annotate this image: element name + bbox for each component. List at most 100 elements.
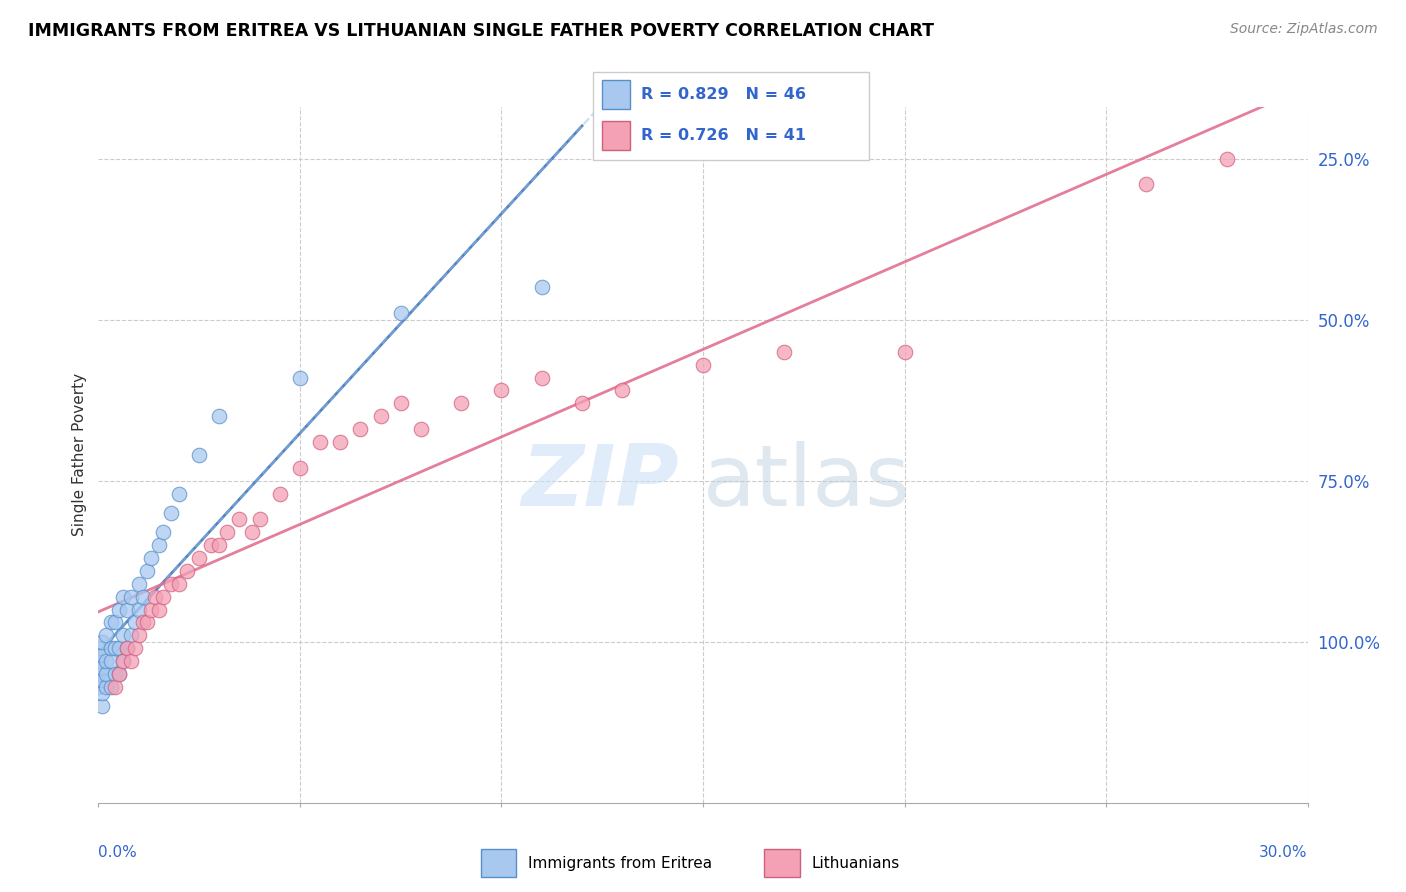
FancyBboxPatch shape [602,80,630,109]
Point [491,384,513,398]
Point [87,654,110,668]
Point [87,680,110,694]
Point [103,667,125,681]
Point [139,602,162,616]
Point [115,641,138,656]
Point [288,460,311,475]
Point [217,525,239,540]
Point [288,370,311,384]
Point [143,590,166,604]
Point [111,628,134,642]
FancyBboxPatch shape [602,121,630,150]
Point [91,699,114,714]
Point [100,615,122,630]
Point [249,512,271,526]
Point [115,641,138,656]
Point [692,358,714,372]
Point [128,628,150,642]
Point [208,538,231,552]
Point [120,654,142,668]
Point [132,590,155,604]
Point [530,280,553,294]
Point [389,396,412,410]
Point [135,564,157,578]
Point [124,615,146,630]
Point [107,641,129,656]
Point [111,654,134,668]
Point [167,576,190,591]
Point [96,667,118,681]
Text: ZIP: ZIP [522,442,679,524]
Text: Source: ZipAtlas.com: Source: ZipAtlas.com [1230,22,1378,37]
Point [160,506,183,520]
Point [135,615,157,630]
Point [152,590,174,604]
Point [107,667,129,681]
Point [87,667,110,681]
Point [176,564,198,578]
Point [571,396,593,410]
Point [107,602,129,616]
Point [1216,152,1239,166]
Text: IMMIGRANTS FROM ERITREA VS LITHUANIAN SINGLE FATHER POVERTY CORRELATION CHART: IMMIGRANTS FROM ERITREA VS LITHUANIAN SI… [28,22,934,40]
Point [103,641,125,656]
Point [148,538,170,552]
Point [91,648,114,662]
Point [329,435,352,450]
Point [409,422,432,436]
Y-axis label: Single Father Poverty: Single Father Poverty [72,374,87,536]
Point [111,654,134,668]
Point [309,435,332,450]
Point [91,673,114,688]
Point [91,686,114,700]
Point [152,525,174,540]
FancyBboxPatch shape [593,72,869,160]
Point [772,344,794,359]
Point [100,680,122,694]
Point [103,680,125,694]
Point [200,538,222,552]
Point [240,525,263,540]
Text: R = 0.726   N = 41: R = 0.726 N = 41 [641,128,806,143]
Point [370,409,392,424]
Point [91,634,114,648]
Point [1135,178,1157,192]
Point [167,486,190,500]
Point [120,628,142,642]
Point [128,602,150,616]
Text: 30.0%: 30.0% [1260,845,1308,860]
Point [208,409,231,424]
Point [120,590,142,604]
Point [107,667,129,681]
Point [188,448,211,462]
Point [96,680,118,694]
Text: 0.0%: 0.0% [98,845,138,860]
Point [148,602,170,616]
Point [188,551,211,566]
Point [103,615,125,630]
Point [139,551,162,566]
Point [389,306,412,320]
Point [160,576,183,591]
Point [115,602,138,616]
Text: Lithuanians: Lithuanians [811,855,900,871]
Point [124,641,146,656]
FancyBboxPatch shape [765,849,800,877]
Point [530,370,553,384]
Text: Immigrants from Eritrea: Immigrants from Eritrea [529,855,713,871]
Text: atlas: atlas [703,442,911,524]
Point [96,628,118,642]
Point [100,641,122,656]
Point [100,654,122,668]
Point [228,512,250,526]
Point [612,384,634,398]
Text: R = 0.829   N = 46: R = 0.829 N = 46 [641,87,806,102]
Point [132,615,155,630]
FancyBboxPatch shape [481,849,516,877]
Point [269,486,291,500]
Point [111,590,134,604]
Point [128,576,150,591]
Point [91,660,114,674]
Point [96,654,118,668]
Point [893,344,915,359]
